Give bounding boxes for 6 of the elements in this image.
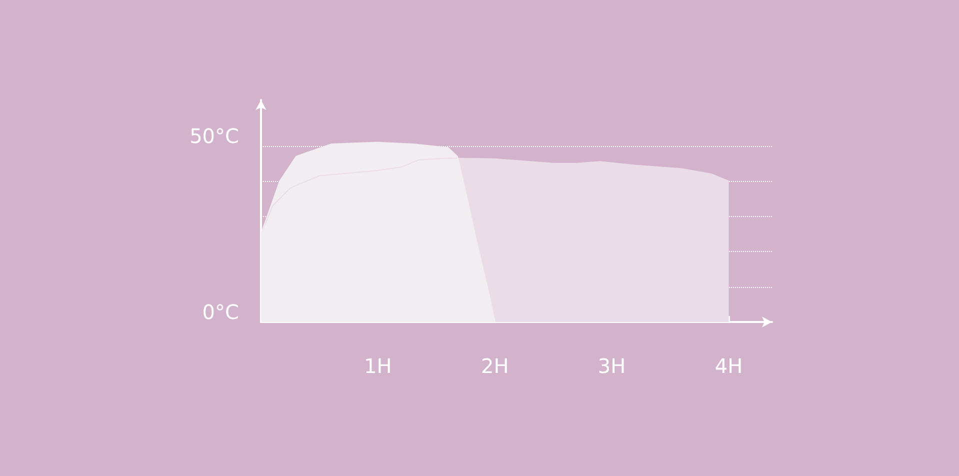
- x-tick-label: 3H: [598, 354, 626, 378]
- x-tick-label: 1H: [364, 354, 392, 378]
- x-tick-label: 4H: [714, 354, 743, 378]
- x-tick-label: 2H: [480, 354, 509, 378]
- y-tick-label: 0°C: [202, 300, 239, 324]
- y-tick-label: 50°C: [190, 124, 239, 148]
